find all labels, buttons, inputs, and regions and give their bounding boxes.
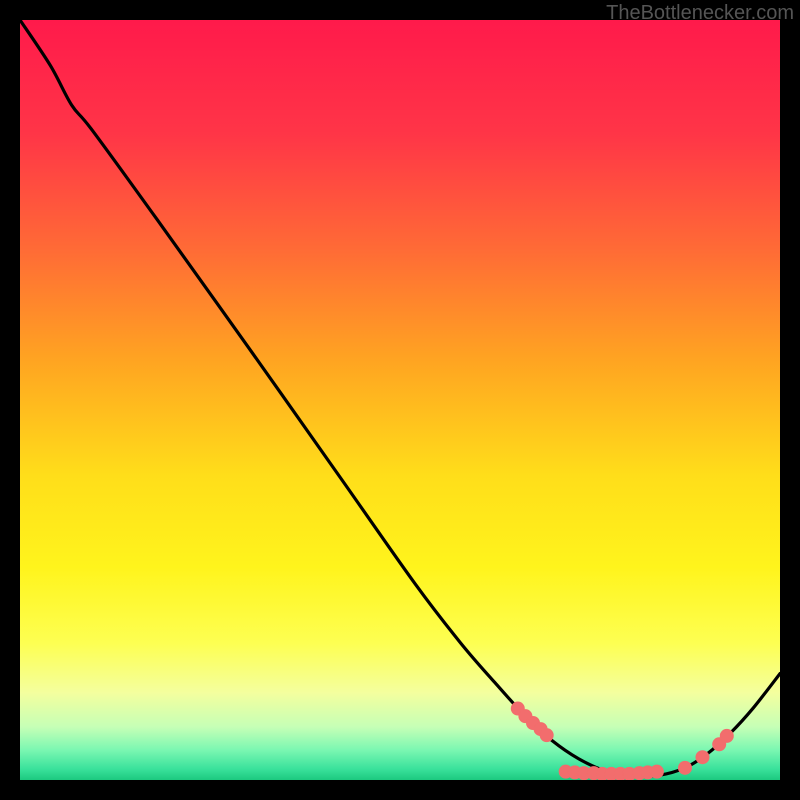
curve-markers — [511, 702, 733, 780]
curve-marker — [696, 751, 709, 764]
curve-marker — [679, 761, 692, 774]
curve-marker — [540, 729, 553, 742]
curve-layer — [20, 20, 780, 780]
chart-outer: TheBottlenecker.com — [0, 0, 800, 800]
plot-area — [20, 20, 780, 780]
watermark-text: TheBottlenecker.com — [606, 2, 794, 25]
curve-marker — [650, 765, 663, 778]
curve-marker — [720, 729, 733, 742]
bottleneck-curve — [20, 20, 780, 777]
